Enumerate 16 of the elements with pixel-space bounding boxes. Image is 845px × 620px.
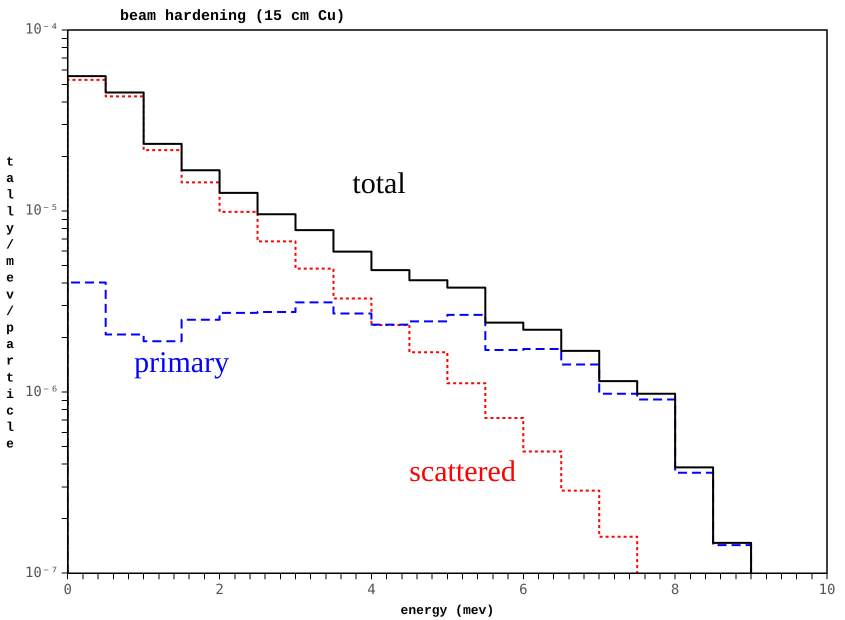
x-tick-label: 6 xyxy=(519,582,528,598)
x-axis-title: energy (mev) xyxy=(400,603,494,618)
y-tick-label: 10⁻⁵ xyxy=(24,202,59,219)
x-tick-label: 8 xyxy=(670,582,680,598)
series-label: scattered xyxy=(409,454,516,488)
y-tick-label: 10⁻⁴ xyxy=(24,22,59,38)
x-tick-label: 10 xyxy=(818,582,836,598)
x-tick-label: 0 xyxy=(63,582,72,598)
x-tick-label: 2 xyxy=(215,582,224,598)
y-tick-label: 10⁻⁶ xyxy=(24,384,59,400)
series-label: total xyxy=(352,166,406,200)
y-tick-label: 10⁻⁷ xyxy=(24,564,59,581)
chart-title: beam hardening (15 cm Cu) xyxy=(120,8,346,25)
text: tally/mev/particle xyxy=(6,154,14,452)
series-label: primary xyxy=(134,346,230,380)
x-tick-label: 4 xyxy=(367,582,376,598)
